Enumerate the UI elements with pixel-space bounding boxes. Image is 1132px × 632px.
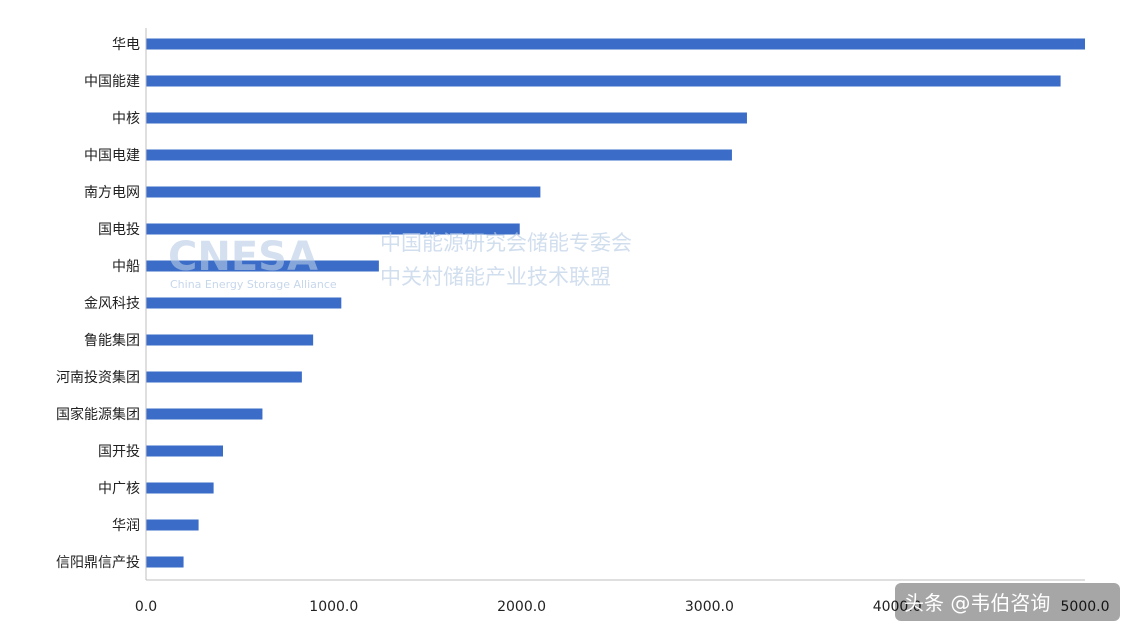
credit-backdrop bbox=[895, 583, 1120, 621]
category-label: 华润 bbox=[112, 518, 140, 534]
x-tick-label: 5000.0 bbox=[1061, 599, 1110, 615]
category-labels: 华电中国能建中核中国电建南方电网国电投中船金风科技鲁能集团河南投资集团国家能源集… bbox=[56, 37, 140, 571]
watermark-logo: CNESA bbox=[168, 234, 318, 280]
category-label: 华电 bbox=[112, 37, 140, 53]
category-label: 中广核 bbox=[98, 481, 140, 497]
bar bbox=[146, 334, 314, 346]
x-tick-label: 4000.0 bbox=[873, 599, 922, 615]
category-label: 中船 bbox=[112, 259, 140, 275]
bar bbox=[146, 482, 214, 494]
category-label: 中国能建 bbox=[84, 74, 140, 90]
credit-overlay: 头条 @韦伯咨询 bbox=[895, 583, 1120, 621]
bar bbox=[146, 186, 541, 198]
category-label: 南方电网 bbox=[84, 185, 140, 201]
category-label: 信阳鼎信产投 bbox=[56, 555, 140, 571]
credit-text: 头条 @韦伯咨询 bbox=[904, 591, 1050, 615]
category-label: 河南投资集团 bbox=[56, 369, 140, 386]
category-label: 国家能源集团 bbox=[56, 406, 140, 423]
category-label: 中国电建 bbox=[84, 148, 140, 164]
bar bbox=[146, 556, 184, 568]
bar bbox=[146, 519, 199, 531]
bar bbox=[146, 297, 342, 309]
bar bbox=[146, 260, 379, 272]
bar bbox=[146, 75, 1061, 87]
bar bbox=[146, 408, 263, 420]
watermark-line1: 中国能源研究会储能专委会 bbox=[380, 231, 632, 255]
category-label: 金风科技 bbox=[84, 296, 140, 312]
watermark-english: China Energy Storage Alliance bbox=[170, 278, 337, 291]
category-label: 鲁能集团 bbox=[84, 332, 140, 349]
x-tick-label: 1000.0 bbox=[309, 599, 358, 615]
bar bbox=[146, 149, 732, 161]
bar bbox=[146, 223, 520, 235]
bar bbox=[146, 112, 747, 124]
x-tick-label: 2000.0 bbox=[497, 599, 546, 615]
x-tick-label: 3000.0 bbox=[685, 599, 734, 615]
x-tick-label: 0.0 bbox=[135, 599, 157, 615]
bar bbox=[146, 371, 302, 383]
bar bbox=[146, 38, 1085, 50]
category-label: 国电投 bbox=[98, 222, 140, 238]
watermark-line2: 中关村储能产业技术联盟 bbox=[380, 265, 611, 289]
watermark: CNESA China Energy Storage Alliance 中国能源… bbox=[168, 231, 632, 291]
bars-layer bbox=[146, 38, 1085, 568]
bar bbox=[146, 445, 223, 457]
x-tick-labels: 0.0 1000.0 2000.0 3000.0 4000.0 5000.0 bbox=[135, 599, 1110, 615]
category-label: 中核 bbox=[112, 111, 140, 127]
category-label: 国开投 bbox=[98, 444, 140, 460]
